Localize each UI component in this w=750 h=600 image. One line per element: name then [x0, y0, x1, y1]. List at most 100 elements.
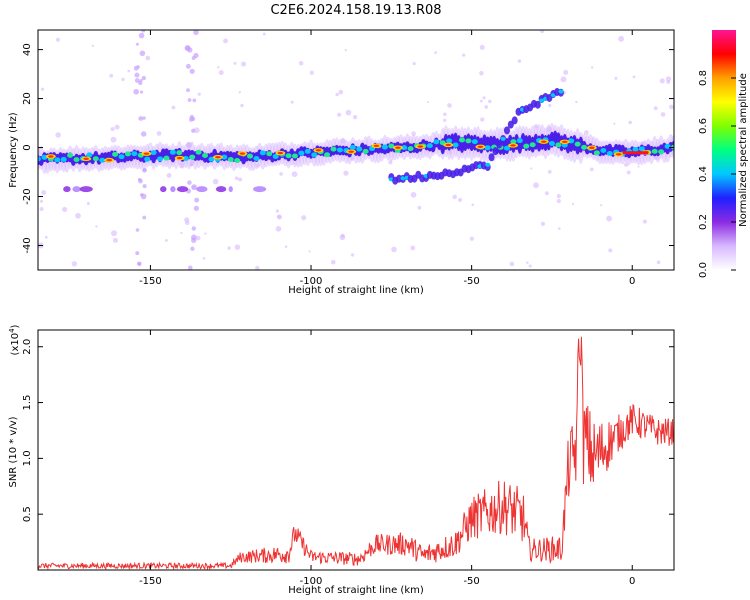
streak-dot: [142, 116, 146, 120]
streak-dot: [193, 52, 199, 59]
speckle: [171, 105, 176, 110]
y-tick-label: 40: [22, 43, 33, 56]
speckle: [434, 51, 437, 55]
speckle: [410, 192, 417, 198]
snr-y-ticks: 0.5 1.0 1.5 2.0: [22, 339, 674, 522]
y-tick-label: 20: [22, 92, 33, 105]
trace-core: [388, 143, 395, 149]
trace-peak: [589, 146, 595, 149]
speckle: [614, 76, 618, 80]
snr-x-axis-label: Height of straight line (km): [288, 585, 424, 596]
streak-dot: [188, 265, 193, 270]
speckle: [180, 231, 183, 235]
trace-core: [600, 147, 607, 153]
trace-peak: [215, 155, 221, 159]
trace-core: [176, 150, 183, 156]
streak-dot: [139, 50, 146, 57]
speckle: [626, 170, 631, 175]
speckle: [526, 261, 529, 264]
streak-dot: [133, 88, 140, 95]
trace-peak: [540, 140, 547, 143]
trace-core: [568, 138, 575, 144]
streak-dot: [142, 215, 147, 220]
speckle: [39, 206, 44, 212]
x-tick-label: -50: [463, 576, 479, 587]
speckle: [40, 87, 45, 91]
trace-peak: [395, 146, 401, 149]
speckle: [600, 204, 603, 207]
x-tick-label: -150: [139, 276, 162, 287]
trace-core: [131, 151, 138, 157]
speckle: [623, 162, 629, 167]
speckle: [443, 118, 447, 122]
speckle: [544, 191, 549, 196]
branch-core: [539, 98, 545, 103]
branch-band: [534, 100, 541, 109]
y-tick-label: 1.0: [22, 450, 33, 466]
streak-dot: [191, 226, 197, 231]
streak-dot: [194, 197, 200, 203]
trace-core: [195, 149, 202, 155]
speckle: [427, 101, 430, 104]
speckle: [547, 169, 552, 174]
speckle: [223, 38, 228, 44]
trace-core: [356, 146, 363, 152]
speckle: [145, 55, 151, 61]
trace-core: [234, 157, 241, 163]
speckle: [44, 236, 48, 239]
spectrogram-y-ticks: 40 20 0 -20 -40: [22, 43, 674, 254]
trace-peak: [417, 145, 424, 148]
colorbar-tick-label: 0.6: [698, 118, 709, 134]
speckle: [240, 103, 244, 108]
speckle: [110, 136, 117, 143]
trace-core: [401, 145, 408, 151]
spectrogram-y-axis-label: Frequency (Hz): [8, 112, 19, 188]
trace-peak: [615, 153, 622, 156]
speckle: [195, 235, 201, 241]
streak-dot: [138, 80, 143, 86]
speckle: [41, 190, 47, 196]
speckle: [558, 227, 561, 230]
trace-core: [324, 152, 331, 158]
speckle: [458, 197, 463, 202]
speckle: [298, 60, 304, 66]
branch-band: [492, 147, 499, 156]
trace-core: [163, 155, 170, 161]
speckle: [447, 103, 452, 108]
speckle: [193, 127, 200, 134]
trace-peak: [445, 143, 452, 147]
speckle: [95, 225, 98, 228]
trace-core: [272, 153, 279, 159]
trace-core: [202, 152, 209, 158]
trace-peak: [106, 158, 112, 162]
trace-core: [157, 156, 164, 162]
branch-band: [488, 153, 495, 162]
x-tick-label: -100: [300, 276, 323, 287]
speckle: [669, 104, 674, 110]
low-band-blob: [228, 186, 233, 193]
speckle: [344, 49, 347, 52]
speckle: [509, 261, 515, 267]
speckle: [656, 260, 661, 265]
trace-core: [208, 156, 215, 162]
x-tick-label: -50: [463, 276, 479, 287]
trace-core: [407, 146, 414, 152]
y-tick-label: -40: [22, 237, 33, 253]
spectrogram-x-axis-label: Height of straight line (km): [288, 285, 424, 296]
streak-dot: [138, 116, 144, 121]
speckle: [197, 92, 201, 96]
trace-core: [247, 153, 253, 159]
trace-core: [632, 147, 639, 153]
streak-dot: [191, 128, 196, 133]
speckle: [262, 32, 266, 36]
speckle: [479, 70, 484, 76]
speckle: [517, 59, 522, 63]
speckle: [618, 35, 625, 42]
trace-core: [516, 138, 523, 144]
trace-core: [73, 157, 80, 163]
trace-core: [349, 145, 356, 151]
speckle: [71, 261, 78, 267]
trace-core: [523, 143, 530, 149]
trace-core: [285, 153, 292, 159]
speckle: [217, 66, 220, 69]
